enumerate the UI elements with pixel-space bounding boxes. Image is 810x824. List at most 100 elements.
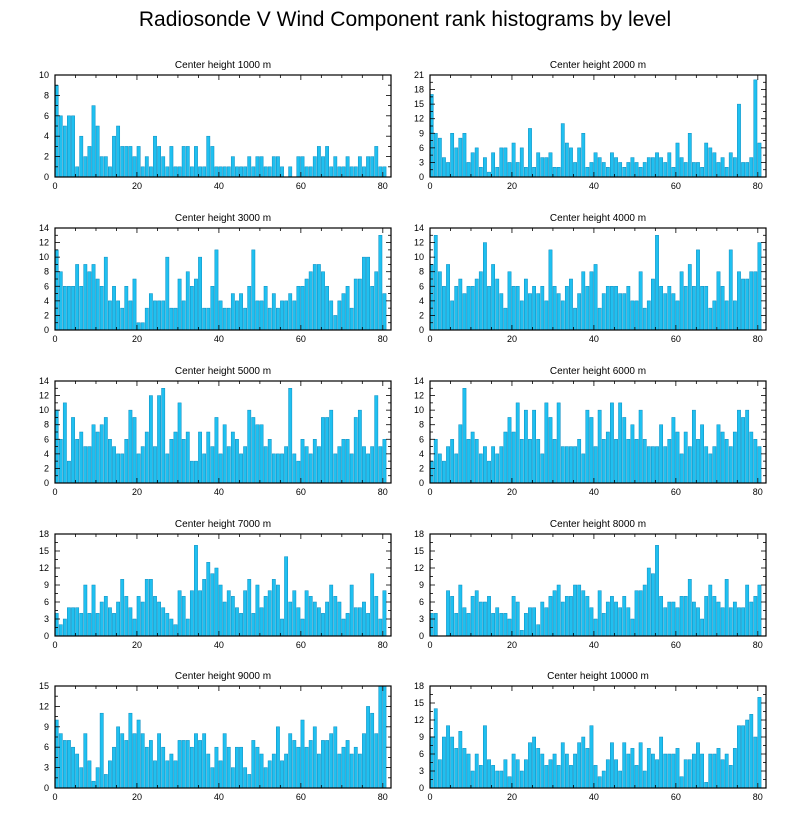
histogram-bar: [95, 431, 100, 484]
x-tick-label: 40: [589, 640, 599, 650]
histogram-bar: [357, 607, 362, 637]
histogram-bar: [560, 742, 565, 789]
histogram-bar: [638, 590, 643, 637]
histogram-bar: [757, 446, 762, 484]
histogram-bar: [687, 133, 692, 178]
histogram-bar: [296, 156, 301, 178]
histogram-bar: [161, 388, 166, 484]
histogram-bar: [112, 135, 116, 178]
x-tick-label: 60: [671, 181, 681, 191]
histogram-bar: [124, 146, 129, 178]
histogram-bar: [280, 618, 284, 637]
histogram-bar: [185, 271, 190, 331]
histogram-bar: [507, 776, 512, 789]
histogram-bar: [157, 395, 161, 484]
histogram-bar: [544, 300, 549, 331]
histogram-bar: [651, 753, 655, 789]
histogram-bar: [556, 402, 561, 484]
histogram-bar: [450, 300, 455, 331]
histogram-bar: [214, 567, 219, 637]
histogram-bar: [280, 166, 284, 178]
histogram-bar: [271, 293, 276, 331]
histogram-bar: [532, 286, 536, 331]
x-tick-label: 0: [52, 334, 57, 344]
histogram-bar: [675, 300, 680, 331]
histogram-bar: [720, 759, 725, 789]
histogram-bar: [99, 156, 104, 178]
histogram-bar: [378, 618, 383, 637]
histogram-bar: [573, 753, 577, 789]
histogram-bar: [728, 446, 733, 484]
histogram-bar: [284, 753, 289, 789]
histogram-bar: [308, 271, 313, 331]
histogram-bar: [724, 579, 729, 637]
histogram-bar: [284, 446, 289, 484]
histogram-bar: [605, 601, 610, 637]
histogram-bar: [91, 105, 96, 178]
histogram-bar: [144, 156, 149, 178]
histogram-bar: [646, 748, 651, 789]
histogram-bar: [239, 746, 243, 789]
histogram-bar: [454, 286, 459, 331]
histogram-bar: [222, 166, 227, 178]
histogram-bar: [646, 446, 651, 484]
y-tick-label: 10: [39, 252, 49, 262]
histogram-bar: [300, 286, 305, 331]
histogram-bar: [230, 431, 235, 484]
histogram-bar: [353, 746, 358, 789]
histogram-bar: [757, 242, 762, 331]
histogram-panel-5: Center height 5000 m 0 20 40 60 80 0 2 4 6 8 10 12 14: [39, 366, 392, 497]
histogram-bar: [112, 746, 116, 789]
histogram-bar: [515, 759, 520, 789]
histogram-bar: [169, 439, 174, 484]
x-tick-label: 80: [378, 792, 388, 802]
y-tick-label: 9: [44, 580, 49, 590]
x-tick-label: 60: [296, 792, 306, 802]
histogram-bar: [720, 431, 725, 484]
histogram-bar: [581, 736, 586, 789]
histogram-bar: [136, 322, 141, 331]
histogram-bar: [454, 613, 459, 637]
histogram-bar: [495, 770, 500, 789]
histogram-bar: [696, 249, 700, 331]
histogram-bar: [226, 307, 231, 331]
histogram-bar: [536, 152, 541, 178]
histogram-bar: [753, 79, 758, 178]
histogram-bar: [374, 146, 379, 178]
histogram-bar: [349, 753, 354, 789]
histogram-bar: [99, 601, 104, 637]
y-tick-label: 0: [419, 631, 424, 641]
histogram-bar: [597, 776, 602, 789]
y-tick-label: 6: [419, 143, 424, 153]
histogram-bar: [716, 162, 721, 178]
histogram-bar: [300, 719, 305, 789]
histogram-bar: [470, 596, 475, 637]
histogram-bar: [378, 166, 383, 178]
histogram-bar: [691, 753, 696, 789]
histogram-bar: [235, 607, 239, 637]
y-tick-label: 18: [414, 529, 424, 539]
histogram-bar: [75, 439, 80, 484]
histogram-bar: [503, 759, 508, 789]
histogram-bar: [140, 601, 145, 637]
histogram-bar: [67, 740, 71, 789]
histogram-bar: [58, 733, 63, 789]
y-tick-label: 6: [44, 434, 49, 444]
x-tick-label: 0: [427, 487, 432, 497]
histogram-bar: [366, 256, 370, 331]
histogram-bar: [569, 147, 573, 178]
histogram-bar: [487, 171, 491, 178]
histogram-bar: [312, 439, 317, 484]
histogram-bar: [165, 760, 170, 789]
histogram-bar: [642, 770, 647, 789]
histogram-bar: [564, 446, 569, 484]
histogram-bar: [474, 590, 479, 637]
y-tick-label: 12: [39, 238, 49, 248]
histogram-bar: [589, 607, 594, 637]
panel-title: Center height 3000 m: [175, 213, 271, 224]
x-tick-label: 80: [753, 640, 763, 650]
histogram-bar: [487, 759, 491, 789]
histogram-bar: [161, 156, 166, 178]
histogram-bar: [300, 439, 305, 484]
histogram-bar: [206, 753, 211, 789]
